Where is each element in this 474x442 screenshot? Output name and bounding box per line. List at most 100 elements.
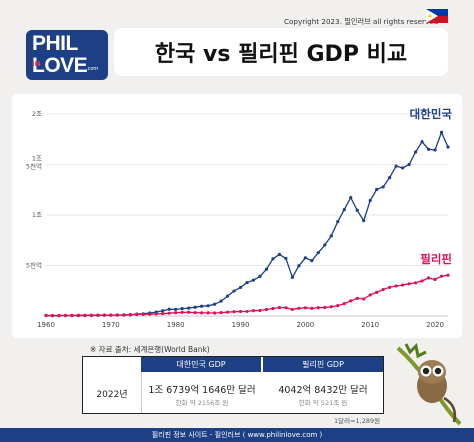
data-point [290,307,294,312]
korea-gdp-value: 1조 6739억 1646만 달러 [148,385,256,396]
data-point [232,289,236,293]
data-point [109,313,113,317]
data-point [342,302,346,306]
data-point [388,176,392,180]
data-point [161,312,165,316]
data-point [355,208,359,212]
data-point [439,274,444,278]
data-point [271,306,275,311]
logo-text-in: IN [32,60,41,68]
data-point [368,198,372,203]
data-point [232,310,236,314]
data-point [336,303,340,308]
data-source-note: ※ 자료 출처: 세계은행(World Bank) [90,345,210,354]
data-point [76,313,81,317]
tarsier-mascot-icon [396,342,462,426]
data-point [362,219,366,223]
x-tick-label: 1970 [102,321,120,329]
korea-gdp-krw: 한화 약 2156조 원 [175,399,229,407]
data-point [264,267,269,271]
x-tick-label: 2010 [361,321,379,329]
data-point [446,273,450,277]
data-point [219,311,223,315]
data-point [407,282,411,286]
data-point [439,130,444,134]
x-tick-label: 1960 [37,321,55,329]
logo-text-love: LOVE [32,54,88,77]
data-point [329,305,333,309]
data-point [264,307,269,312]
x-tick-label: 2000 [296,321,314,329]
data-point [212,311,217,315]
data-point [290,275,294,279]
data-point [336,219,340,224]
data-point [258,274,262,279]
data-point [433,277,437,282]
philippines-gdp-value: 4042억 8432만 달러 [278,385,368,396]
data-point [245,280,249,285]
data-point [180,307,184,311]
data-point [167,307,171,311]
data-point [284,256,288,261]
data-point [70,313,74,317]
data-point [141,312,145,316]
chart-panel [12,94,462,338]
data-point [187,306,191,310]
data-point [401,166,405,170]
data-point [413,150,418,154]
y-tick-label: 1조 5천억 [26,155,42,171]
table-header-philippines: 필리핀 GDP [263,357,383,372]
footer-bar: 필리핀 정보 사이트 - 필인러브 ( www.philinlove.com ) [0,428,474,442]
gdp-line-chart: 5천억 1조 1조 5천억 2조 1960 1970 1980 1990 2000 2010 2020… [26,107,453,329]
data-point [297,264,301,268]
page-title: 한국 vs 필리핀 GDP 비교 [114,28,448,76]
data-point [238,285,243,290]
data-point [271,257,275,261]
philinlove-logo[interactable]: PHIL LOVE IN .com [26,30,108,80]
y-tick-label: 5천억 [26,261,42,270]
data-point [258,308,262,313]
data-point [407,162,411,167]
data-point [148,312,152,316]
data-point [128,313,132,317]
data-point [89,313,93,317]
data-point [225,310,230,314]
data-point [245,309,249,314]
data-point [420,279,424,283]
footer-text: 필리핀 정보 사이트 - 필인러브 ( www.philinlove.com ) [151,431,323,439]
data-point [277,252,282,256]
data-point [316,306,320,310]
y-tick-label: 1조 [32,211,42,219]
data-point [394,284,398,288]
data-point [433,148,437,152]
data-point [115,313,119,317]
data-point [102,313,106,317]
data-point [446,145,450,149]
data-point [420,140,424,144]
data-point [200,311,204,315]
data-point [44,313,48,317]
data-point [381,287,385,292]
data-point [329,234,333,238]
data-point [50,313,55,318]
table-row-year: 2022년 [83,373,142,413]
data-point [316,251,320,255]
data-point [83,313,87,317]
data-point [57,313,61,318]
x-tick-label: 2020 [426,321,444,329]
data-point [174,311,178,315]
data-point [96,313,100,317]
data-point [135,312,139,317]
x-tick-label: 1990 [232,321,250,329]
data-point [426,147,431,151]
gdp-comparison-table: 대한민국 GDP 필리핀 GDP 2022년 1조 6739억 1646만 달러… [82,356,384,414]
data-point [277,306,282,310]
data-point [63,313,68,317]
data-point [388,285,392,289]
copyright-text: Copyright 2023. 필인러브 all rights reserved [284,17,439,26]
data-point [187,310,191,314]
y-tick-label: 2조 [32,110,42,118]
data-point [212,302,217,306]
data-point [167,311,171,315]
data-point [161,309,165,313]
